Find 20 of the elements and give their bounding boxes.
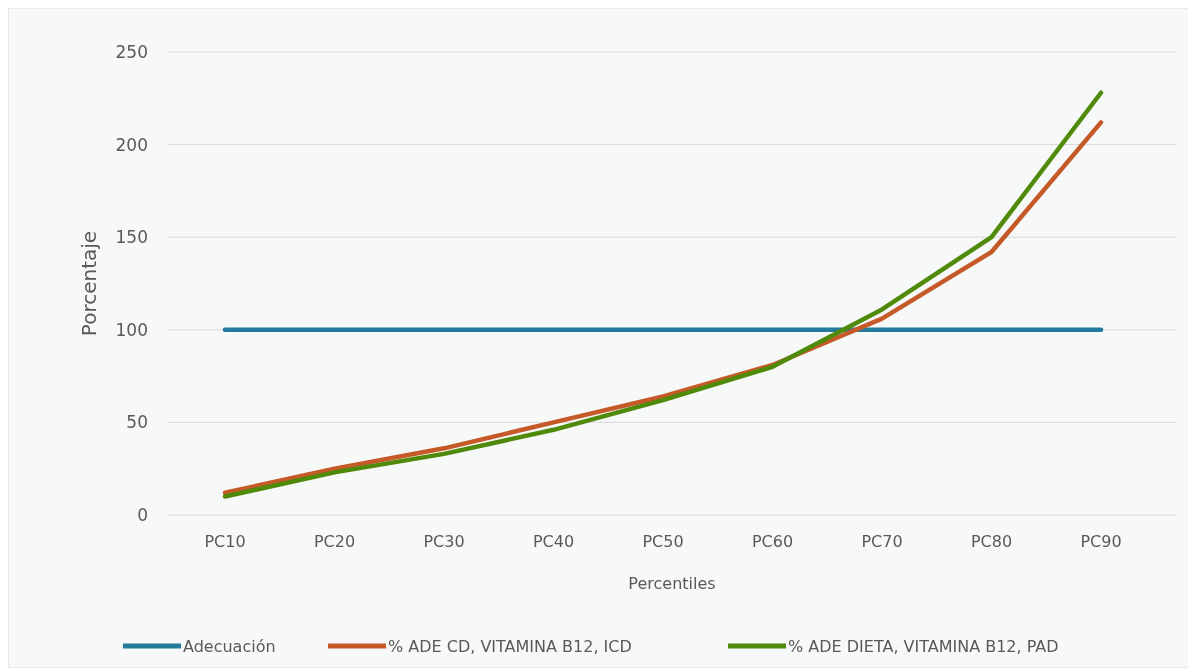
- x-tick-label: PC70: [861, 532, 903, 551]
- y-tick-label: 50: [126, 412, 148, 433]
- x-tick-label: PC60: [751, 532, 794, 551]
- y-tick-label: 250: [115, 41, 148, 62]
- y-tick-label: 100: [115, 319, 148, 340]
- legend-label: % ADE DIETA, VITAMINA B12, PAD: [788, 636, 1059, 656]
- legend-label: % ADE CD, VITAMINA B12, ICD: [388, 636, 632, 656]
- x-tick-label: PC30: [423, 532, 465, 551]
- y-tick-label: 150: [115, 227, 148, 248]
- y-tick-label: 200: [115, 134, 148, 155]
- x-tick-label: PC20: [313, 532, 356, 551]
- legend-label: Adecuación: [183, 636, 276, 656]
- y-axis-title: Porcentaje: [77, 230, 101, 337]
- y-tick-label: 0: [137, 504, 148, 525]
- x-axis-title: Percentiles: [628, 574, 716, 593]
- x-tick-label: PC80: [970, 532, 1013, 551]
- x-tick-label: PC40: [532, 532, 575, 551]
- x-tick-label: PC50: [642, 532, 684, 551]
- x-tick-label: PC90: [1080, 532, 1122, 551]
- x-tick-label: PC10: [204, 532, 246, 551]
